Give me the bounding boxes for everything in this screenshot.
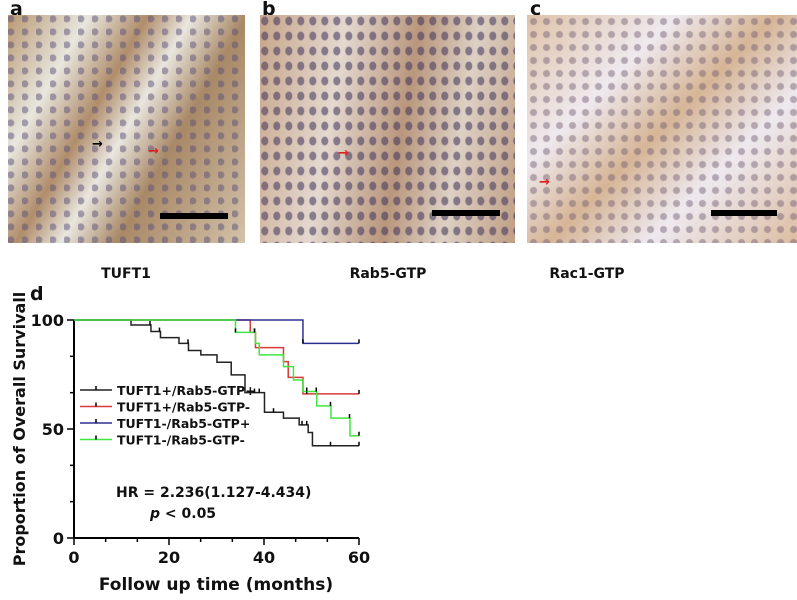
caption-rab5-gtp: Rab5-GTP xyxy=(349,266,427,282)
histology-image-tuft1: → → xyxy=(8,15,245,243)
black-arrow-icon: → xyxy=(92,137,103,152)
legend-label-3: TUFT1-/Rab5-GTP+ xyxy=(117,416,250,431)
survival-chart: 0 50 100 0 20 40 60 TUFT1+/Rab5-GTP+ TUFT1+/Rab… xyxy=(10,292,371,595)
x-tick-label: 40 xyxy=(253,548,275,567)
legend-label-4: TUFT1-/Rab5-GTP- xyxy=(117,433,245,448)
histology-image-rab5-gtp: → xyxy=(260,15,515,243)
p-value-annotation: p < 0.05 xyxy=(149,506,216,522)
caption-rac1-gtp: Rac1-GTP xyxy=(549,266,625,282)
caption-tuft1: TUFT1 xyxy=(101,266,151,282)
y-tick-label: 100 xyxy=(31,311,64,330)
p-value-text: < 0.05 xyxy=(160,506,216,522)
panel-label-d: d xyxy=(30,283,44,305)
survival-curve-4 xyxy=(74,319,359,437)
y-tick-label: 0 xyxy=(53,529,64,548)
legend-label-2: TUFT1+/Rab5-GTP- xyxy=(117,400,250,415)
legend: TUFT1+/Rab5-GTP+TUFT1+/Rab5-GTP-TUFT1-/R… xyxy=(80,383,256,448)
curves xyxy=(74,319,360,447)
x-tick-label: 20 xyxy=(158,548,180,567)
axes: 0 50 100 0 20 40 60 xyxy=(31,311,371,567)
p-symbol: p xyxy=(149,506,160,522)
scale-bar xyxy=(432,210,500,216)
histology-image-rac1-gtp: → xyxy=(527,15,797,243)
scale-bar xyxy=(160,213,228,219)
y-axis-title: Proportion of Overall Survivall xyxy=(10,292,29,567)
survival-curve-3 xyxy=(74,319,359,345)
red-arrow-icon: → xyxy=(539,175,550,190)
red-arrow-icon: → xyxy=(148,144,159,159)
panel-label-c: c xyxy=(530,0,542,20)
scale-bar xyxy=(711,210,777,216)
hr-annotation: HR = 2.236(1.127-4.434) xyxy=(116,485,311,501)
x-tick-label: 0 xyxy=(68,548,79,567)
y-tick-label: 50 xyxy=(42,420,64,439)
red-arrow-icon: → xyxy=(338,146,349,161)
legend-label-1: TUFT1+/Rab5-GTP+ xyxy=(117,383,256,398)
x-tick-label: 60 xyxy=(348,548,370,567)
x-axis-title: Follow up time (months) xyxy=(99,575,333,595)
